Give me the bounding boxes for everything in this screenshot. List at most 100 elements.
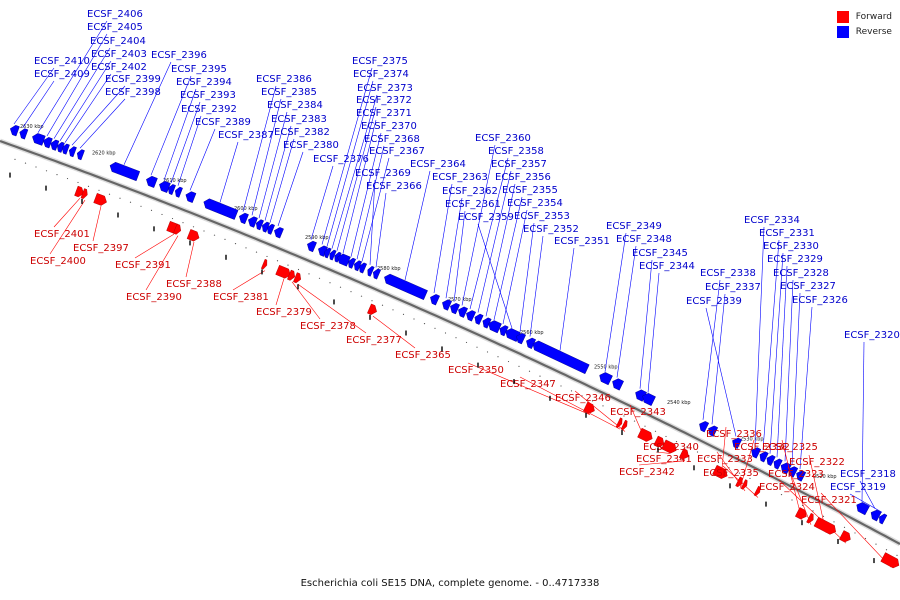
gene-ecsf-2373[interactable]: ECSF_2373 <box>328 83 413 261</box>
gene-ecsf-2352[interactable]: ECSF_2352 <box>523 224 579 349</box>
gene-ecsf-2344[interactable]: ECSF_2344 <box>639 261 695 406</box>
ruler-dot <box>822 515 825 517</box>
gene-ecsf-2331[interactable]: ECSF_2331 <box>758 228 815 463</box>
gene-ecsf-2387[interactable]: ECSF_2387 <box>202 130 274 220</box>
gene-ecsf-2335[interactable]: ECSF_2335 <box>703 465 762 498</box>
gene-ecsf-2369[interactable]: ECSF_2369 <box>355 168 411 277</box>
gene-ecsf-2393[interactable]: ECSF_2393 <box>166 90 236 196</box>
gene-ecsf-2410[interactable]: ECSF_2410 <box>9 56 90 137</box>
gene-leader-line <box>53 47 111 139</box>
gene-ecsf-2334[interactable]: ECSF_2334 <box>744 215 800 459</box>
gene-leader-line <box>264 125 292 221</box>
gene-ecsf-2320[interactable]: ECSF_2320 <box>844 330 900 516</box>
gene-ecsf-2336[interactable]: ECSF_2336 <box>706 426 762 480</box>
gene-ecsf-2333[interactable]: ECSF_2333 <box>697 451 753 492</box>
gene-ecsf-2396[interactable]: ECSF_2396 <box>108 50 207 182</box>
gene-ecsf-2337[interactable]: ECSF_2337 <box>705 282 761 437</box>
gene-ecsf-2365[interactable]: ECSF_2365 <box>367 303 451 361</box>
gene-ecsf-2376[interactable]: ECSF_2376 <box>305 154 369 253</box>
gene-ecsf-2380[interactable]: ECSF_2380 <box>272 140 339 239</box>
gene-ecsf-2371[interactable]: ECSF_2371 <box>336 108 412 267</box>
gene-ecsf-2397[interactable]: ECSF_2397 <box>73 193 129 254</box>
gene-ecsf-2356[interactable]: ECSF_2356 <box>481 172 551 329</box>
gene-ecsf-2355[interactable]: ECSF_2355 <box>486 185 558 334</box>
gene-ecsf-2402[interactable]: ECSF_2402 <box>60 62 147 155</box>
gene-ecsf-2338[interactable]: ECSF_2338 <box>697 268 756 433</box>
gene-arrow <box>68 146 77 158</box>
gene-ecsf-2322[interactable]: ECSF_2322 <box>789 454 845 536</box>
gene-ecsf-2386[interactable]: ECSF_2386 <box>237 74 312 225</box>
gene-ecsf-2330[interactable]: ECSF_2330 <box>763 241 819 467</box>
gene-ecsf-2392[interactable]: ECSF_2392 <box>173 104 237 198</box>
gene-ecsf-2342[interactable]: ECSF_2342 <box>619 448 691 478</box>
gene-ecsf-2375[interactable]: ECSF_2375 <box>316 56 408 257</box>
gene-ecsf-2367[interactable]: ECSF_2367 <box>357 146 425 274</box>
ruler-dot <box>885 549 888 551</box>
gene-ecsf-2404[interactable]: ECSF_2404 <box>49 36 146 151</box>
gene-ecsf-2350[interactable]: ECSF_2350 <box>448 362 597 415</box>
gene-ecsf-2362[interactable]: ECSF_2362 <box>440 186 498 311</box>
gene-label: ECSF_2356 <box>495 172 551 183</box>
gene-ecsf-2319[interactable]: ECSF_2319 <box>830 482 888 525</box>
ruler-dot <box>696 451 699 453</box>
gene-ecsf-2343[interactable]: ECSF_2343 <box>610 404 666 443</box>
gene-ecsf-2353[interactable]: ECSF_2353 <box>514 211 570 345</box>
gene-ecsf-2346[interactable]: ECSF_2346 <box>555 390 629 432</box>
gene-ecsf-2329[interactable]: ECSF_2329 <box>767 254 823 470</box>
gene-ecsf-2385[interactable]: ECSF_2385 <box>246 87 317 228</box>
gene-ecsf-2361[interactable]: ECSF_2361 <box>445 199 501 315</box>
gene-ecsf-2409[interactable]: ECSF_2409 <box>18 69 90 140</box>
gene-ecsf-2368[interactable]: ECSF_2368 <box>352 134 420 272</box>
gene-ecsf-2400[interactable]: ECSF_2400 <box>30 188 89 267</box>
gene-ecsf-2403[interactable]: ECSF_2403 <box>55 49 147 153</box>
ruler-dot <box>150 209 153 211</box>
gene-ecsf-2382[interactable]: ECSF_2382 <box>265 127 330 235</box>
gene-ecsf-2388[interactable]: ECSF_2388 <box>166 229 222 290</box>
gene-ecsf-2321[interactable]: ECSF_2321 <box>801 492 900 570</box>
gene-leader-line <box>150 75 192 176</box>
gene-ecsf-2390[interactable]: ECSF_2390 <box>126 223 183 303</box>
gene-ecsf-2370[interactable]: ECSF_2370 <box>346 121 417 269</box>
gene-ecsf-2395[interactable]: ECSF_2395 <box>145 64 227 188</box>
gene-label: ECSF_2325 <box>762 442 818 453</box>
gene-leader-line <box>519 376 621 430</box>
gene-ecsf-2383[interactable]: ECSF_2383 <box>260 114 327 233</box>
gene-ecsf-2381[interactable]: ECSF_2381 <box>213 258 269 303</box>
gene-ecsf-2363[interactable]: ECSF_2363 <box>428 172 488 306</box>
gene-ecsf-2351[interactable]: ECSF_2351 <box>531 236 610 375</box>
gene-ecsf-2354[interactable]: ECSF_2354 <box>498 198 563 337</box>
gene-ecsf-2326[interactable]: ECSF_2326 <box>792 295 848 482</box>
gene-ecsf-2389[interactable]: ECSF_2389 <box>184 117 251 203</box>
gene-ecsf-2345[interactable]: ECSF_2345 <box>632 248 688 402</box>
gene-ecsf-2339[interactable]: ECSF_2339 <box>686 296 743 449</box>
gene-label: ECSF_2372 <box>356 95 412 106</box>
gene-ecsf-2364[interactable]: ECSF_2364 <box>382 159 466 300</box>
gene-leader-line <box>502 209 528 325</box>
gene-ecsf-2377[interactable]: ECSF_2377 <box>293 272 402 346</box>
gene-ecsf-2357[interactable]: ECSF_2357 <box>473 159 547 325</box>
gene-ecsf-2384[interactable]: ECSF_2384 <box>254 100 323 231</box>
gene-ecsf-2318[interactable]: ECSF_2318 <box>840 469 896 522</box>
gene-ecsf-2401[interactable]: ECSF_2401 <box>34 185 90 240</box>
gene-ecsf-2323[interactable]: ECSF_2323 <box>768 466 824 525</box>
gene-ecsf-2379[interactable]: ECSF_2379 <box>256 264 312 318</box>
gene-ecsf-2405[interactable]: ECSF_2405 <box>42 22 143 149</box>
ruler-dot <box>602 405 604 407</box>
gene-ecsf-2366[interactable]: ECSF_2366 <box>366 181 422 280</box>
ruler-dot <box>812 510 814 512</box>
gene-ecsf-2394[interactable]: ECSF_2394 <box>158 77 232 193</box>
gene-leader-line <box>189 128 216 191</box>
gene-ecsf-2325[interactable]: ECSF_2325 <box>762 439 818 521</box>
gene-ecsf-2349[interactable]: ECSF_2349 <box>597 221 662 386</box>
gene-ecsf-2374[interactable]: ECSF_2374 <box>323 69 409 259</box>
ruler-dot <box>843 526 846 529</box>
gene-ecsf-2406[interactable]: ECSF_2406 <box>31 9 143 146</box>
gene-ecsf-2399[interactable]: ECSF_2399 <box>67 74 161 158</box>
gene-ecsf-2398[interactable]: ECSF_2398 <box>75 87 161 161</box>
gene-ecsf-2348[interactable]: ECSF_2348 <box>610 234 672 391</box>
reverse-swatch <box>836 25 849 38</box>
gene-ecsf-2328[interactable]: ECSF_2328 <box>773 268 829 475</box>
gene-ecsf-2358[interactable]: ECSF_2358 <box>464 146 544 322</box>
gene-ecsf-2324[interactable]: ECSF_2324 <box>759 479 853 544</box>
gene-ecsf-2378[interactable]: ECSF_2378 <box>287 269 356 332</box>
